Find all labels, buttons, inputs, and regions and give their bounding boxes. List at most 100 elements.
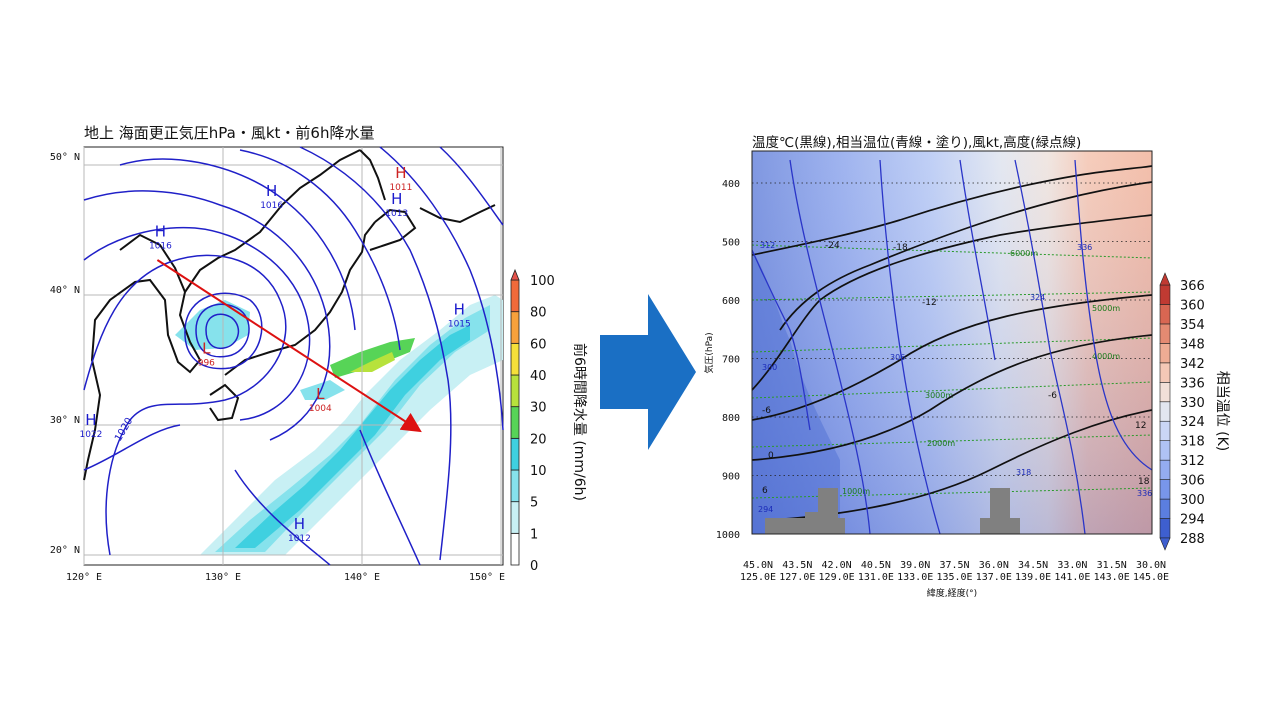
theta-e-contour-1 bbox=[789, 159, 871, 535]
isotherm-label: 6 bbox=[762, 486, 768, 496]
theta-e-label: 324 bbox=[1030, 293, 1045, 302]
theta-e-colorbar-tick: 300 bbox=[1180, 493, 1205, 508]
coastline-5 bbox=[359, 149, 386, 201]
isobar-5 bbox=[299, 146, 452, 561]
latitude-tick: 33.0N bbox=[1057, 560, 1087, 571]
precip-colorbar-label: 前6時間降水量 (mm/6h) bbox=[571, 343, 588, 501]
longitude-tick: 135.0E bbox=[936, 572, 972, 583]
coastline-0 bbox=[83, 233, 202, 481]
theta-e-label: 336 bbox=[1077, 243, 1092, 252]
height-label: 3000m bbox=[925, 391, 953, 400]
longitude-tick: 127.0E bbox=[779, 572, 815, 583]
pressure-tick: 800 bbox=[722, 413, 740, 424]
theta-e-colorbar-tick: 366 bbox=[1180, 279, 1205, 294]
theta-e-colorbar-bin bbox=[1159, 518, 1171, 539]
coastline-3 bbox=[209, 383, 240, 422]
theta-e-colorbar-bin bbox=[1159, 323, 1171, 344]
theta-e-colorbar-tick: 336 bbox=[1180, 376, 1205, 391]
map-x-tick: 140° E bbox=[344, 572, 380, 583]
theta-e-colorbar-tick: 288 bbox=[1180, 532, 1205, 547]
precip-colorbar-tick: 5 bbox=[530, 496, 538, 511]
theta-e-colorbar-tick: 354 bbox=[1180, 318, 1205, 333]
theta-e-colorbar-bin bbox=[1159, 343, 1171, 364]
height-line bbox=[751, 381, 1153, 399]
latitude-tick: 36.0N bbox=[979, 560, 1009, 571]
terrain-left bbox=[765, 488, 845, 534]
theta-e-colorbar-bin bbox=[1159, 284, 1171, 305]
theta-e-colorbar-bin bbox=[1159, 498, 1171, 519]
theta-e-colorbar-cap-top bbox=[1159, 272, 1171, 286]
precip-colorbar-bin bbox=[510, 532, 520, 566]
precip-colorbar-bin bbox=[510, 311, 520, 344]
latitude-tick: 43.5N bbox=[782, 560, 812, 571]
height-line bbox=[751, 291, 1153, 301]
pressure-center-symbol: H bbox=[294, 515, 305, 533]
pressure-center-symbol: H bbox=[454, 301, 465, 319]
height-label: 2000m bbox=[927, 439, 955, 448]
isobar-11 bbox=[83, 424, 181, 471]
pressure-center-value: 1016 bbox=[260, 201, 283, 211]
pressure-tick: 600 bbox=[722, 296, 740, 307]
isobar-10 bbox=[184, 292, 263, 370]
pressure-center-value: 1013 bbox=[385, 209, 408, 219]
precip-colorbar-bin bbox=[510, 437, 520, 471]
precip-colorbar-tick: 100 bbox=[530, 274, 555, 289]
precip-colorbar-cap bbox=[510, 268, 520, 281]
isobar-4 bbox=[239, 149, 401, 351]
height-label: 6000m bbox=[1010, 249, 1038, 258]
low-theta-e-region bbox=[752, 250, 840, 534]
theta-e-colorbar-bin bbox=[1159, 382, 1171, 403]
latitude-tick: 39.0N bbox=[900, 560, 930, 571]
theta-e-contour-4 bbox=[1014, 159, 1086, 535]
coastline-2 bbox=[224, 221, 376, 376]
theta-e-colorbar-tick: 324 bbox=[1180, 415, 1205, 430]
longitude-tick: 133.0E bbox=[897, 572, 933, 583]
longitude-tick: 125.0E bbox=[740, 572, 776, 583]
theta-e-contour-3 bbox=[959, 159, 996, 361]
longitude-tick: 137.0E bbox=[976, 572, 1012, 583]
isotherm-label: 18 bbox=[1138, 477, 1150, 487]
isotherm-label: 0 bbox=[768, 451, 774, 461]
precip-colorbar-bin bbox=[510, 406, 520, 439]
theta-e-colorbar-tick: 342 bbox=[1180, 357, 1205, 372]
theta-e-colorbar-tick: 318 bbox=[1180, 435, 1205, 450]
precip-colorbar-tick: 40 bbox=[530, 369, 547, 384]
isobar-0 bbox=[83, 254, 287, 556]
theta-e-colorbar-bin bbox=[1159, 440, 1171, 461]
theta-e-colorbar-cap-bottom bbox=[1159, 537, 1171, 551]
map-y-tick: 30° N bbox=[50, 415, 80, 426]
isotherm-2 bbox=[751, 294, 1153, 421]
theta-e-label: 306 bbox=[890, 353, 905, 362]
latitude-tick: 45.0N bbox=[743, 560, 773, 571]
latitude-tick: 31.5N bbox=[1097, 560, 1127, 571]
section-frame bbox=[751, 150, 1153, 535]
theta-e-colorbar-bin bbox=[1159, 420, 1171, 441]
isotherm-label: -6 bbox=[1048, 391, 1057, 401]
precip-colorbar-tick: 80 bbox=[530, 306, 547, 321]
precip-colorbar-tick: 60 bbox=[530, 337, 547, 352]
height-label: 1000m bbox=[842, 487, 870, 496]
latitude-tick: 40.5N bbox=[861, 560, 891, 571]
precip-area-5 bbox=[350, 352, 395, 372]
precip-colorbar-tick: 20 bbox=[530, 432, 547, 447]
pressure-center-symbol: H bbox=[155, 223, 166, 241]
longitude-tick: 131.0E bbox=[858, 572, 894, 583]
pressure-center-value: 996 bbox=[198, 359, 215, 369]
pressure-center-symbol: L bbox=[202, 340, 211, 358]
height-label: 5000m bbox=[1092, 304, 1120, 313]
theta-e-colorbar-bin bbox=[1159, 479, 1171, 500]
height-line bbox=[751, 244, 1153, 259]
height-line bbox=[751, 434, 1153, 448]
theta-e-colorbar-label: 相当温位 (K) bbox=[1214, 371, 1230, 452]
isobar-6 bbox=[379, 146, 504, 431]
precip-area-3 bbox=[175, 300, 250, 350]
precip-colorbar-bin bbox=[510, 342, 520, 376]
theta-e-colorbar-tick: 294 bbox=[1180, 513, 1205, 528]
isotherm-3 bbox=[751, 214, 1153, 391]
longitude-tick: 145.0E bbox=[1133, 572, 1169, 583]
map-x-tick: 130° E bbox=[205, 572, 241, 583]
theta-e-colorbar-bin bbox=[1159, 362, 1171, 383]
latitude-tick: 42.0N bbox=[822, 560, 852, 571]
precip-colorbar-bin bbox=[510, 279, 520, 313]
precip-colorbar-tick: 0 bbox=[530, 559, 538, 574]
